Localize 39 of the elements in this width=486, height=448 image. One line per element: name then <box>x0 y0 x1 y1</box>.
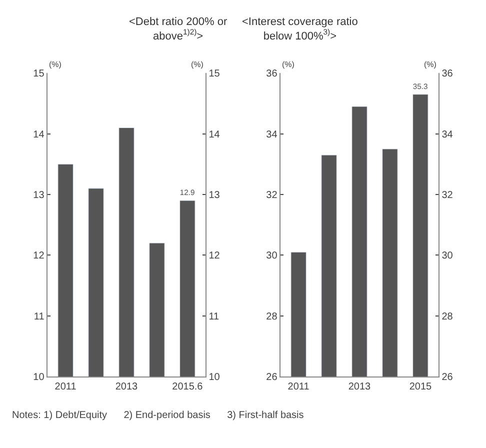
y2-tick-label: 11 <box>208 311 220 322</box>
y2-tick-label: 30 <box>442 250 454 262</box>
y-tick-label: 36 <box>266 68 278 80</box>
y2-tick-label: 36 <box>442 68 454 80</box>
data-label: 12.9 <box>180 188 195 198</box>
y2-tick-label: 32 <box>442 190 454 201</box>
x-tick-label: 2011 <box>54 381 77 392</box>
y-tick-label: 12 <box>33 250 45 262</box>
y-tick-label: 34 <box>266 129 278 140</box>
data-label: 35.3 <box>412 82 428 92</box>
y2-axis-title: (%) <box>424 60 437 69</box>
y-tick-label: 14 <box>33 129 45 140</box>
y-tick-label: 26 <box>266 372 278 383</box>
y-tick-label: 13 <box>33 190 45 201</box>
x-tick-label: 2011 <box>288 381 310 392</box>
x-tick-label: 2013 <box>115 381 138 392</box>
y-tick-label: 11 <box>34 311 45 322</box>
chart-title: <Debt ratio 200% or above$^{1)2)}$> <box>129 16 228 42</box>
y2-tick-label: 13 <box>208 190 220 201</box>
y2-tick-label: 26 <box>442 372 454 383</box>
y2-tick-label: 28 <box>442 311 454 322</box>
y2-tick-label: 15 <box>208 68 220 80</box>
y-axis-title: (%) <box>49 60 62 69</box>
y-axis-title: (%) <box>282 60 295 69</box>
y-tick-label: 10 <box>33 372 45 383</box>
x-tick-label: 2013 <box>348 381 372 392</box>
chart-title: <Interest coverage ratio below 100%$^{3)}$> <box>242 16 358 42</box>
x-tick-label: 2015 <box>409 381 432 392</box>
y2-axis-title: (%) <box>191 60 204 69</box>
y2-tick-label: 14 <box>208 129 220 140</box>
y-tick-label: 28 <box>266 311 278 322</box>
text: Notes: 1) Debt/Equity 2) End-period basis 3) First-half basis <box>12 410 304 421</box>
x-tick-label: 2015.6 <box>172 381 204 392</box>
y-tick-label: 15 <box>33 68 45 80</box>
y2-tick-label: 12 <box>208 250 220 262</box>
y2-tick-label: 34 <box>442 129 454 140</box>
y-tick-label: 30 <box>266 250 278 262</box>
y2-tick-label: 10 <box>208 372 220 383</box>
y-tick-label: 32 <box>266 190 278 201</box>
